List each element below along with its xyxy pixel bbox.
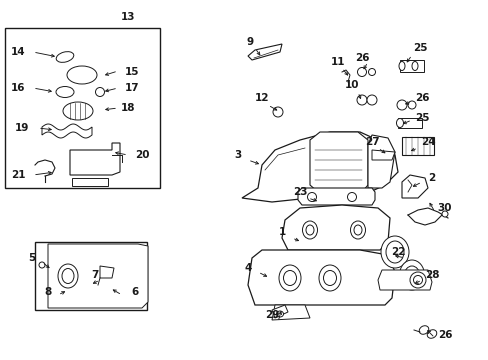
Ellipse shape — [409, 272, 425, 288]
Ellipse shape — [353, 225, 361, 235]
Text: 10: 10 — [344, 80, 359, 90]
Text: 1: 1 — [278, 227, 285, 237]
Text: 27: 27 — [364, 137, 379, 147]
Ellipse shape — [39, 262, 45, 268]
Ellipse shape — [441, 211, 447, 217]
Text: 29: 29 — [264, 310, 279, 320]
Text: 17: 17 — [124, 83, 139, 93]
Ellipse shape — [318, 265, 340, 291]
Text: 25: 25 — [414, 113, 428, 123]
Text: 24: 24 — [420, 137, 434, 147]
Polygon shape — [367, 135, 394, 188]
Text: 4: 4 — [244, 263, 251, 273]
Ellipse shape — [413, 275, 422, 284]
Text: 22: 22 — [390, 247, 405, 257]
Text: 9: 9 — [246, 37, 253, 47]
Bar — [399, 60, 423, 72]
Text: 19: 19 — [15, 123, 29, 133]
Ellipse shape — [398, 62, 404, 71]
Text: 26: 26 — [437, 330, 451, 340]
Ellipse shape — [396, 100, 406, 110]
Ellipse shape — [302, 221, 317, 239]
Polygon shape — [72, 178, 108, 186]
Bar — [5, 28, 160, 188]
Polygon shape — [42, 124, 92, 138]
Ellipse shape — [347, 193, 356, 202]
Text: 6: 6 — [131, 287, 138, 297]
Polygon shape — [401, 175, 427, 198]
Polygon shape — [242, 132, 397, 202]
Text: 25: 25 — [412, 43, 427, 53]
Text: 30: 30 — [437, 203, 451, 213]
Ellipse shape — [58, 264, 78, 288]
Ellipse shape — [396, 118, 403, 127]
Ellipse shape — [399, 260, 424, 290]
Text: 3: 3 — [234, 150, 241, 160]
Text: 12: 12 — [254, 93, 269, 103]
Polygon shape — [100, 266, 114, 278]
Text: 23: 23 — [292, 187, 306, 197]
Text: 5: 5 — [28, 253, 36, 263]
Bar — [35, 242, 147, 310]
Text: 14: 14 — [11, 47, 25, 57]
Ellipse shape — [404, 266, 419, 284]
Ellipse shape — [272, 107, 283, 117]
Text: 7: 7 — [91, 270, 99, 280]
Text: 8: 8 — [44, 287, 52, 297]
Ellipse shape — [411, 62, 417, 71]
Ellipse shape — [67, 66, 97, 84]
Bar — [397, 118, 421, 128]
Text: 13: 13 — [121, 12, 135, 22]
Ellipse shape — [276, 311, 283, 317]
Ellipse shape — [418, 326, 428, 334]
Text: 21: 21 — [11, 170, 25, 180]
Polygon shape — [247, 250, 394, 305]
Ellipse shape — [307, 193, 316, 202]
Ellipse shape — [63, 102, 93, 120]
Text: 28: 28 — [424, 270, 438, 280]
Ellipse shape — [279, 265, 301, 291]
Polygon shape — [48, 244, 148, 308]
Text: 26: 26 — [414, 93, 428, 103]
Text: 18: 18 — [121, 103, 135, 113]
Text: 26: 26 — [354, 53, 368, 63]
Ellipse shape — [350, 221, 365, 239]
Polygon shape — [271, 305, 287, 318]
Polygon shape — [309, 132, 367, 192]
Polygon shape — [70, 143, 120, 175]
Polygon shape — [247, 44, 282, 60]
Ellipse shape — [366, 95, 376, 105]
Ellipse shape — [323, 270, 336, 285]
Polygon shape — [271, 305, 309, 320]
Text: 20: 20 — [135, 150, 149, 160]
Ellipse shape — [56, 86, 74, 98]
Ellipse shape — [357, 68, 366, 77]
Polygon shape — [377, 270, 431, 290]
Text: 11: 11 — [330, 57, 345, 67]
Text: 16: 16 — [11, 83, 25, 93]
Ellipse shape — [380, 236, 408, 268]
Polygon shape — [282, 205, 389, 250]
Ellipse shape — [95, 87, 104, 96]
Ellipse shape — [385, 241, 403, 263]
Ellipse shape — [407, 101, 415, 109]
Ellipse shape — [356, 95, 366, 105]
Ellipse shape — [427, 330, 436, 338]
Ellipse shape — [368, 68, 375, 76]
Bar — [401, 137, 433, 155]
Ellipse shape — [56, 51, 74, 62]
Ellipse shape — [62, 269, 74, 284]
Ellipse shape — [305, 225, 313, 235]
Text: 15: 15 — [124, 67, 139, 77]
Polygon shape — [371, 150, 394, 160]
Ellipse shape — [283, 270, 296, 285]
Text: 2: 2 — [427, 173, 435, 183]
Polygon shape — [297, 188, 374, 205]
